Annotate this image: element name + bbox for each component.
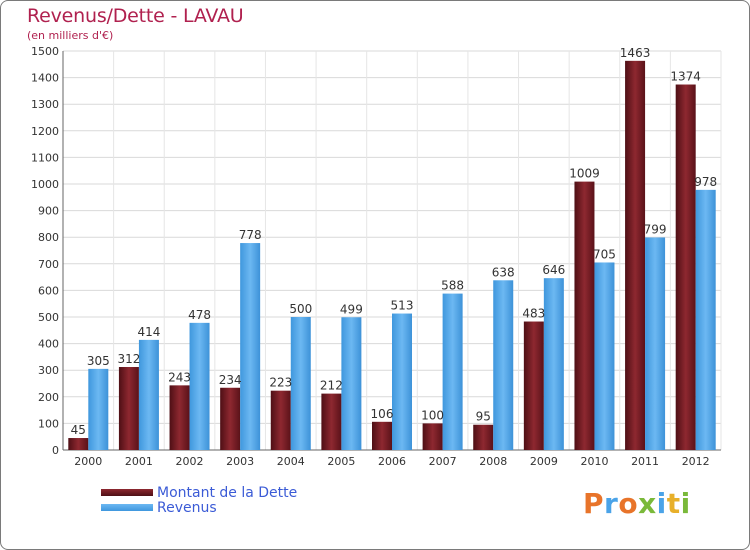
y-tick-label: 700 [38,258,59,271]
bar-dette [625,60,646,450]
bar-dette [574,181,595,450]
x-tick-label: 2011 [631,455,659,468]
y-tick-label: 1300 [31,98,59,111]
bar-revenus [645,237,666,450]
proxiti-logo: Proxiti [583,487,691,520]
x-tick-label: 2007 [429,455,457,468]
legend-swatch-revenus [101,504,153,511]
bar-dette [372,421,392,450]
chart-subtitle: (en milliers d'€) [27,29,114,42]
x-tick-label: 2001 [125,455,153,468]
bar-revenus [392,313,412,450]
label-layer: 45 312 243 234 223 212 106 100 95 483 1009 1463 1374… [71,46,717,437]
data-label: 588 [441,279,464,293]
bar-revenus [341,317,362,450]
bar-dette [321,393,342,450]
bar-revenus [442,293,463,450]
y-tick-label: 200 [38,391,59,404]
bar-dette [523,321,544,450]
bar-dette [118,367,139,450]
x-tick-label: 2010 [580,455,608,468]
bar-revenus [594,262,615,450]
data-label: 499 [340,302,363,316]
bar-dette [422,423,443,450]
data-label: 513 [391,299,414,313]
data-label: 483 [522,307,545,321]
x-tick-label: 2006 [378,455,406,468]
data-label: 478 [188,308,211,322]
data-label: 45 [71,423,86,437]
y-tick-label: 600 [38,284,59,297]
data-label: 234 [219,373,242,387]
bar-layer [68,60,716,451]
bar-revenus [240,243,261,450]
bar-revenus [290,317,311,450]
x-tick-label: 2004 [277,455,305,468]
logo-letter: r [604,487,619,520]
y-tick-label: 0 [52,444,59,457]
y-tick-label: 400 [38,338,59,351]
logo-letter: x [638,487,657,520]
bar-revenus [138,339,159,450]
data-label: 243 [168,370,191,384]
data-label: 500 [289,302,312,316]
x-tick-label: 2008 [479,455,507,468]
legend-swatch-debt [101,489,153,496]
y-tick-label: 1500 [31,45,59,58]
data-label: 1374 [670,70,701,84]
bar-revenus [189,322,210,450]
bar-dette [220,387,241,450]
y-tick-label: 900 [38,205,59,218]
bar-dette [169,385,190,450]
y-tick-label: 100 [38,417,59,430]
y-tick-label: 500 [38,311,59,324]
y-tick-label: 1400 [31,72,59,85]
data-label: 223 [269,376,292,390]
data-label: 705 [593,247,616,261]
data-label: 638 [492,265,515,279]
logo-letter: i [656,487,667,520]
bar-revenus [695,189,716,451]
data-label: 212 [320,379,343,393]
logo-letter: t [666,487,681,520]
logo-letter: i [680,487,691,520]
y-tick-label: 300 [38,364,59,377]
data-label: 106 [371,407,394,421]
logo-letter: P [583,487,605,520]
bar-dette [473,424,494,450]
logo-letter: o [618,487,639,520]
y-tick-label: 800 [38,231,59,244]
x-tick-label: 2003 [226,455,254,468]
data-label: 1463 [620,46,651,60]
legend-label-debt: Montant de la Dette [157,485,298,501]
bar-revenus [493,280,514,450]
x-tick-label: 2012 [682,455,710,468]
bar-revenus [543,278,564,450]
bar-revenus [88,368,109,450]
bar-dette [675,84,696,451]
data-label: 305 [87,354,110,368]
data-label: 778 [239,228,262,242]
x-tick-label: 2002 [176,455,204,468]
data-label: 95 [476,410,491,424]
y-tick-label: 1200 [31,125,59,138]
data-label: 799 [644,222,667,236]
data-label: 414 [137,325,160,339]
y-tick-label: 1000 [31,178,59,191]
x-tick-label: 2009 [530,455,558,468]
data-label: 646 [542,263,565,277]
x-tick-label: 2005 [327,455,355,468]
legend-label-revenus: Revenus [157,500,217,516]
data-label: 100 [421,408,444,422]
data-label: 1009 [569,167,600,181]
data-label: 312 [117,352,140,366]
bar-dette [270,390,291,450]
chart-title: Revenus/Dette - LAVAU [27,5,244,27]
bar-dette [68,438,89,450]
x-tick-label: 2000 [74,455,102,468]
y-tick-label: 1100 [31,151,59,164]
data-label: 978 [694,175,717,189]
